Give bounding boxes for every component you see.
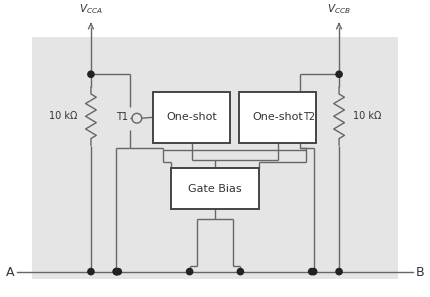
Circle shape	[187, 268, 193, 275]
Text: T1: T1	[116, 112, 128, 122]
Text: T2: T2	[303, 112, 315, 122]
Bar	[154, 92, 230, 143]
Circle shape	[336, 71, 342, 78]
Text: Gate Bias: Gate Bias	[188, 184, 242, 194]
Text: 10 kΩ: 10 kΩ	[49, 111, 77, 121]
Circle shape	[88, 268, 94, 275]
Text: A: A	[6, 266, 15, 279]
Text: B: B	[415, 266, 424, 279]
Bar	[240, 92, 316, 143]
Circle shape	[115, 268, 121, 275]
Text: One-shot: One-shot	[166, 112, 217, 122]
Bar	[32, 37, 398, 279]
Text: $V_{CCA}$: $V_{CCA}$	[79, 2, 103, 16]
Circle shape	[237, 268, 243, 275]
Circle shape	[336, 268, 342, 275]
Bar	[171, 168, 259, 209]
Circle shape	[88, 71, 94, 78]
Circle shape	[113, 268, 120, 275]
Text: One-shot: One-shot	[252, 112, 303, 122]
Circle shape	[113, 268, 120, 275]
Circle shape	[310, 268, 317, 275]
Circle shape	[309, 268, 315, 275]
Text: 10 kΩ: 10 kΩ	[353, 111, 381, 121]
Text: $V_{CCB}$: $V_{CCB}$	[327, 2, 351, 16]
